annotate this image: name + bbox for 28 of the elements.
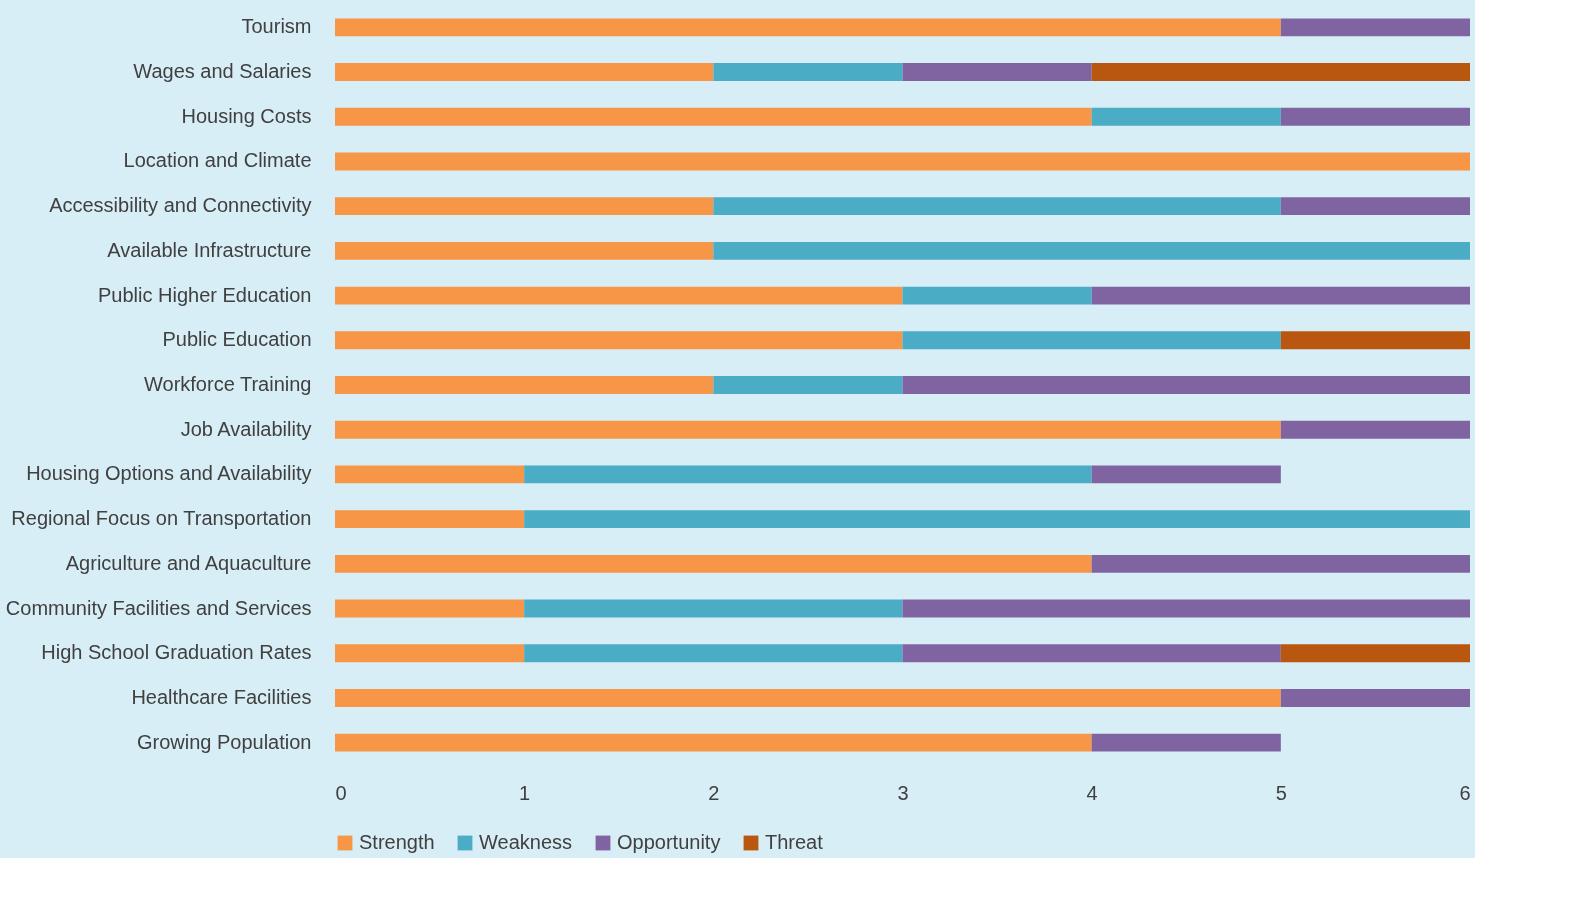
x-tick-label: 4 <box>1086 781 1098 804</box>
y-tick-label: Growing Population <box>136 730 312 753</box>
y-tick-label: Regional Focus on Transportation <box>11 507 312 530</box>
y-tick-label: Location and Climate <box>123 149 312 172</box>
y-tick-label: Workforce Training <box>144 373 312 395</box>
y-tick-label: High School Graduation Rates <box>41 641 312 664</box>
y-tick-label: Available Infrastructure <box>107 238 312 261</box>
x-tick-label: 1 <box>519 781 531 804</box>
x-tick-label: 0 <box>335 781 347 804</box>
x-tick-label: 6 <box>1459 781 1471 804</box>
y-tick-label: Accessibility and Connectivity <box>49 194 312 217</box>
x-tick-label: 5 <box>1275 781 1287 804</box>
x-tick-label: 3 <box>897 781 909 804</box>
y-tick-label: Public Higher Education <box>98 283 312 306</box>
y-tick-label: Wages and Salaries <box>133 60 312 83</box>
legend-label: Weakness <box>479 831 573 853</box>
y-tick-label: Agriculture and Aquaculture <box>65 551 312 574</box>
x-tick-label: 2 <box>708 781 720 804</box>
y-tick-label: Tourism <box>241 15 312 38</box>
y-tick-label: Healthcare Facilities <box>131 685 312 708</box>
y-tick-label: Community Facilities and Services <box>5 596 312 619</box>
y-tick-label: Public Education <box>162 328 312 351</box>
y-tick-label: Housing Costs <box>181 104 312 127</box>
y-tick-label: Job Availability <box>180 417 312 440</box>
legend-label: Opportunity <box>617 831 721 853</box>
y-tick-label: Housing Options and Availability <box>26 462 312 485</box>
legend-label: Threat <box>765 831 824 853</box>
legend-label: Strength <box>359 831 435 853</box>
